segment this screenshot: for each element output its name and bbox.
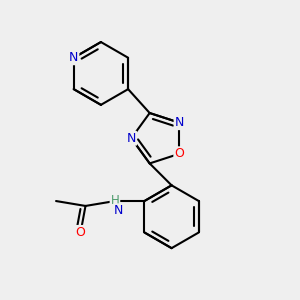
Text: H: H [111,194,119,207]
Text: N: N [127,132,136,145]
Text: O: O [76,226,85,239]
Text: N: N [69,51,78,64]
Text: N: N [175,116,184,129]
Text: O: O [174,147,184,160]
Text: N: N [114,204,124,218]
